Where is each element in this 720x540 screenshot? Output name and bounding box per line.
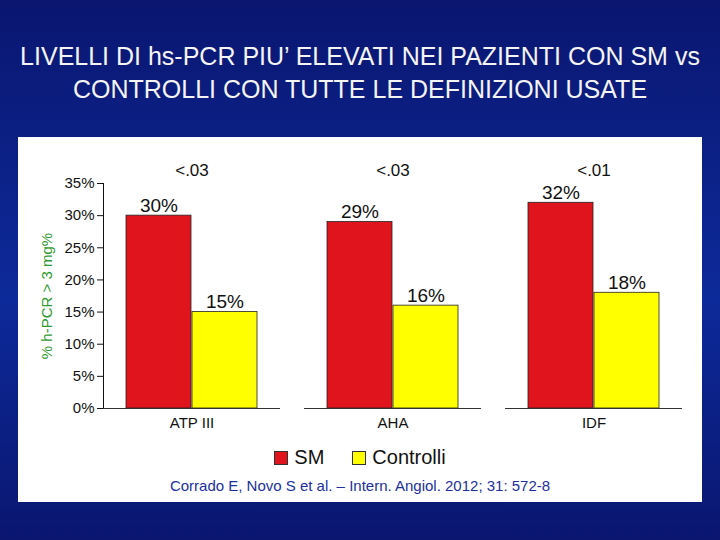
svg-text:30%: 30% [64,206,94,223]
html-text:SM: SM [294,445,325,468]
svg-text:<.03: <.03 [376,161,410,180]
svg-text:% h-PCR > 3 mg%: % h-PCR > 3 mg% [38,233,55,359]
svg-text:32%: 32% [542,182,580,203]
html-text:Corrado E, Novo S et al. – Int: Corrado E, Novo S et al. – Intern. Angio… [169,477,551,494]
svg-text:15%: 15% [206,291,244,312]
svg-text:16%: 16% [407,285,445,306]
svg-text:<.01: <.01 [577,161,611,180]
svg-text:25%: 25% [64,239,94,256]
svg-text:ATP III: ATP III [170,414,214,431]
svg-text:0%: 0% [73,399,95,416]
svg-text:35%: 35% [64,174,94,191]
svg-text:AHA: AHA [378,414,409,431]
svg-text:<.03: <.03 [175,161,209,180]
svg-text:IDF: IDF [582,414,606,431]
svg-text:20%: 20% [64,271,94,288]
svg-text:30%: 30% [140,195,178,216]
html-text:LIVELLI DI hs-PCR PIU’ ELEVATI: LIVELLI DI hs-PCR PIU’ ELEVATI NEI PAZIE… [20,42,700,103]
svg-text:29%: 29% [341,201,379,222]
svg-text:15%: 15% [64,303,94,320]
svg-text:5%: 5% [73,367,95,384]
svg-text:18%: 18% [608,272,646,293]
svg-text:10%: 10% [64,335,94,352]
html-text:Controlli: Controlli [372,445,446,468]
